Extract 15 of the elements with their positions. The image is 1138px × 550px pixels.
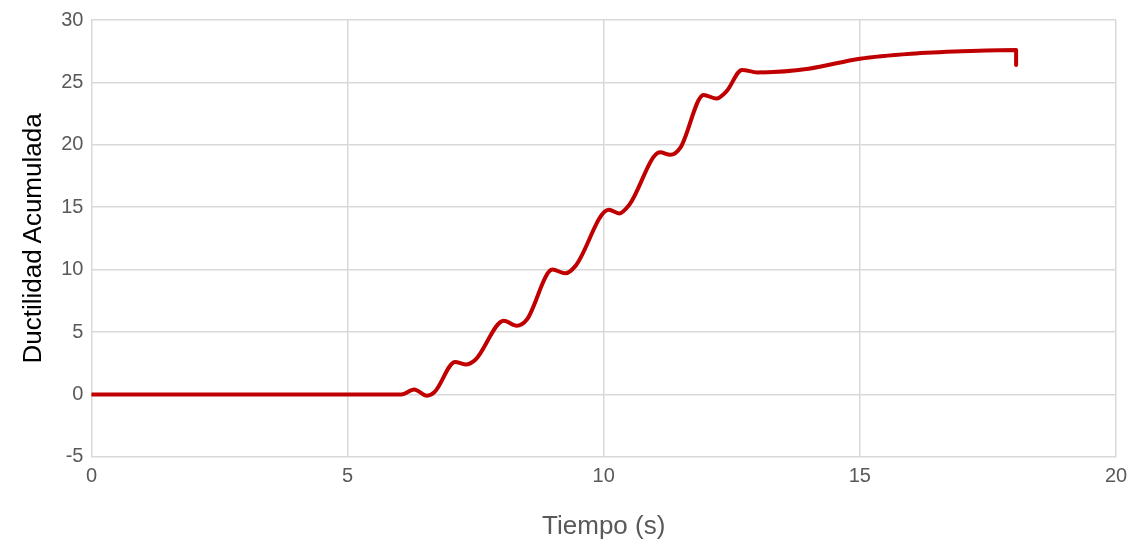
y-tick-label: 30: [61, 7, 84, 30]
y-tick-label: -5: [65, 444, 84, 467]
y-tick-label: 15: [61, 194, 84, 217]
y-tick-label: 25: [61, 69, 84, 92]
line-series: [91, 47, 1019, 398]
y-tick-label: 5: [72, 319, 84, 342]
x-tick-label: 5: [342, 464, 354, 487]
y-tick-label: 10: [61, 257, 84, 280]
x-tick-label: 20: [1104, 464, 1128, 487]
x-tick-label: 10: [592, 464, 615, 487]
x-tick-label: 15: [848, 464, 871, 487]
x-axis-title: Tiempo (s): [542, 509, 666, 540]
y-tick-label: 20: [61, 132, 84, 155]
y-tick-label: 0: [72, 381, 84, 404]
y-axis-title: Ductilidad Acumulada: [16, 112, 47, 364]
